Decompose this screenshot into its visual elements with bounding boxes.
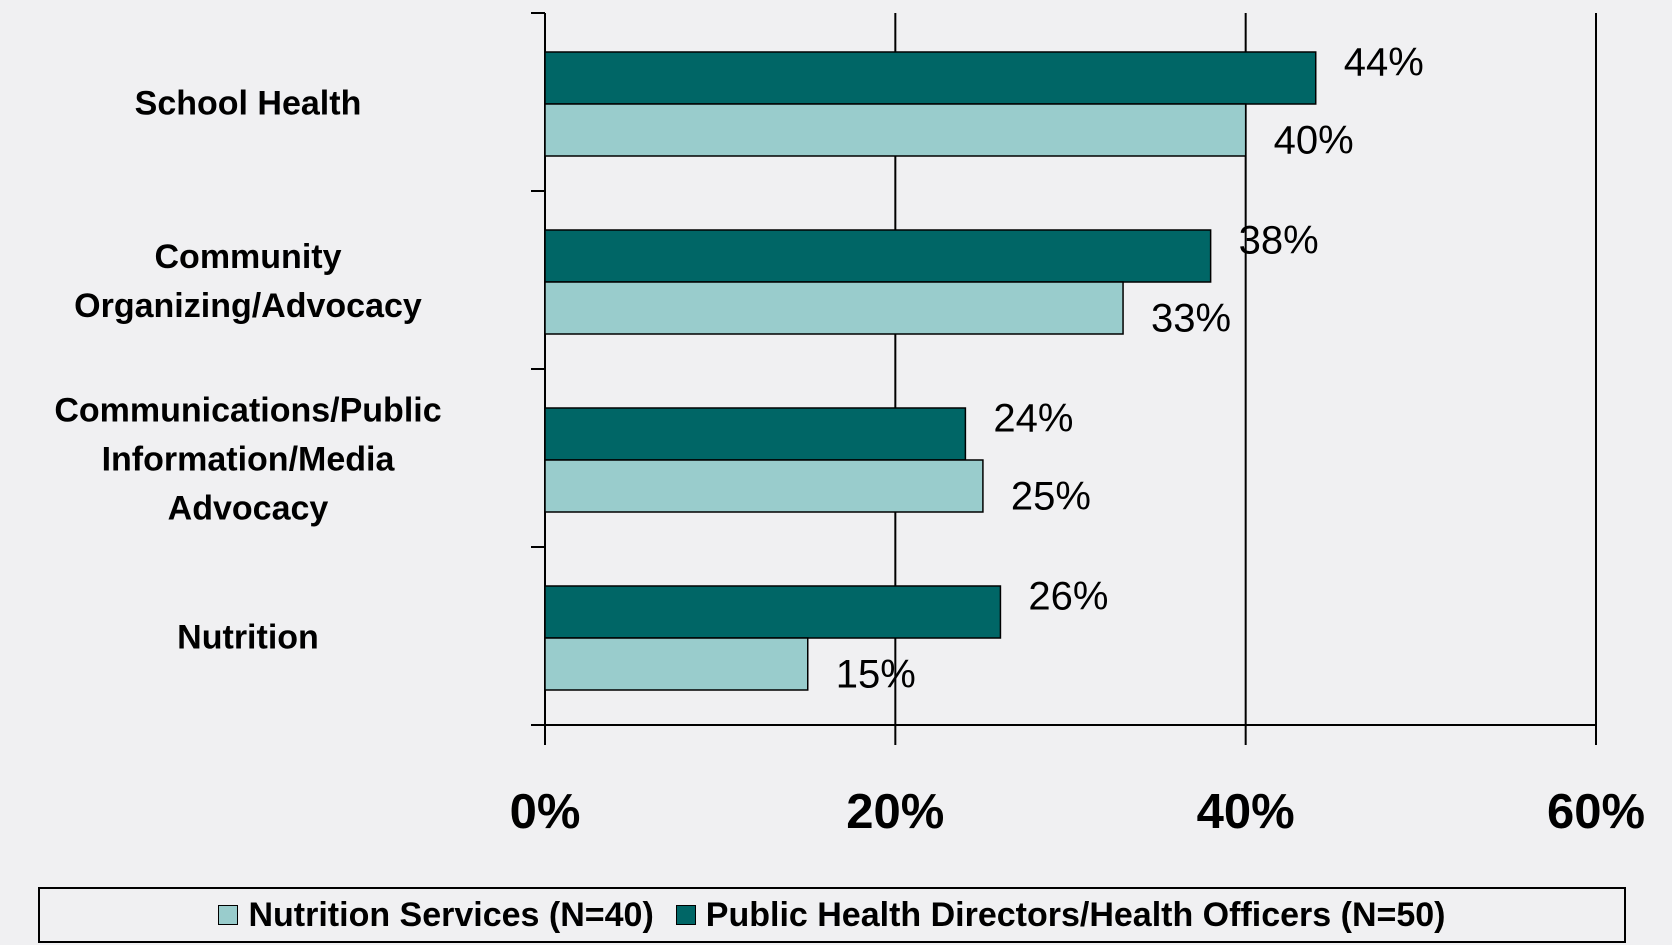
legend-item: Public Health Directors/Health Officers … — [675, 895, 1446, 935]
value-label: 24% — [993, 397, 1073, 441]
x-tick-label: 40% — [1197, 785, 1295, 839]
legend-swatch — [218, 905, 239, 925]
x-tick-label: 20% — [846, 785, 944, 839]
legend-label: Public Health Directors/Health Officers … — [705, 895, 1446, 934]
value-label: 15% — [836, 653, 916, 697]
value-label: 44% — [1344, 41, 1424, 85]
category-label: Community Organizing/Advocacy — [74, 238, 422, 325]
category-label: School Health — [134, 84, 362, 123]
category-label: Communications/Public Information/Media … — [54, 391, 442, 528]
bar — [544, 281, 1124, 335]
bar — [544, 51, 1317, 105]
category-label: Nutrition — [177, 618, 319, 657]
value-label: 25% — [1011, 475, 1091, 519]
bar — [544, 407, 967, 461]
bar — [544, 637, 809, 691]
value-label: 40% — [1274, 119, 1354, 163]
legend: Nutrition Services (N=40) Public Health D… — [38, 887, 1626, 943]
value-label: 38% — [1239, 219, 1319, 263]
legend-item: Nutrition Services (N=40) — [218, 895, 654, 935]
x-tick-label: 60% — [1547, 785, 1645, 839]
value-label: 26% — [1028, 575, 1108, 619]
bar — [544, 585, 1002, 639]
x-tick-label: 0% — [510, 785, 581, 839]
bar — [544, 103, 1247, 157]
bar — [544, 229, 1212, 283]
bar — [544, 459, 984, 513]
legend-label: Nutrition Services (N=40) — [248, 895, 654, 934]
value-label: 33% — [1151, 297, 1231, 341]
legend-swatch — [675, 905, 696, 925]
